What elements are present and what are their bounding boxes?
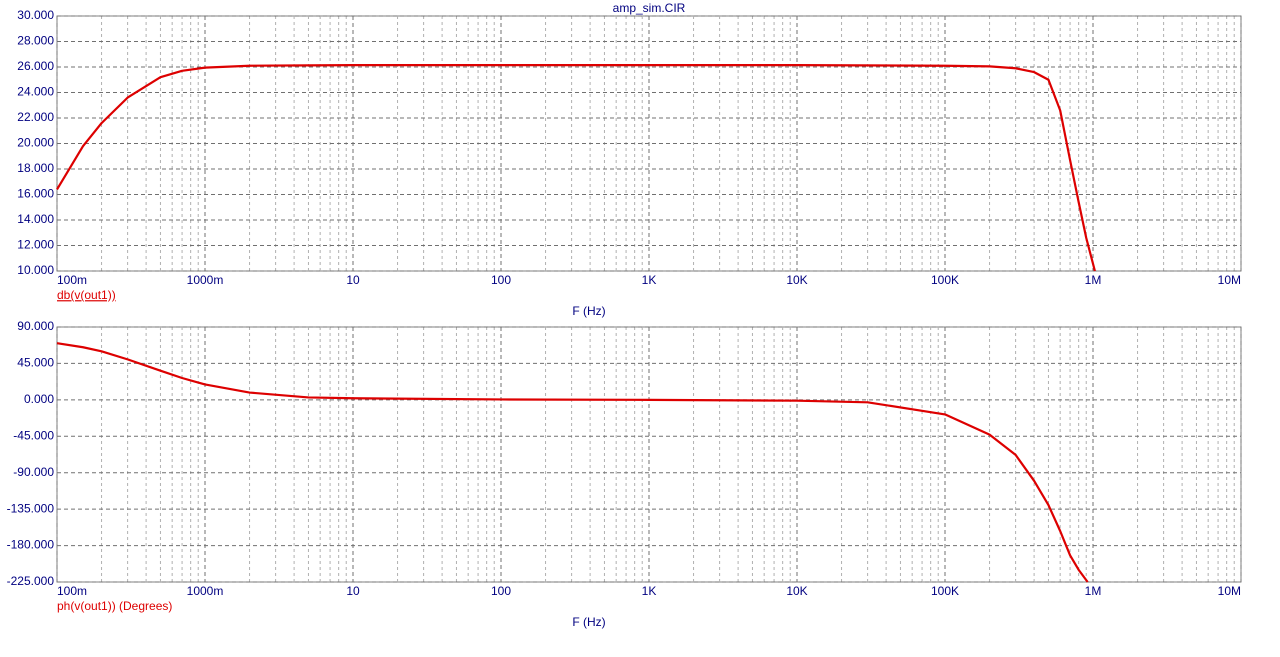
y-tick-label: 10.000	[17, 263, 54, 277]
y-tick-label: 14.000	[17, 212, 54, 226]
x-tick-label: 100m	[57, 273, 87, 287]
y-tick-label: 0.000	[24, 392, 54, 406]
x-tick-label: 10M	[1218, 584, 1241, 598]
y-tick-label: -225.000	[7, 574, 55, 588]
x-tick-label: 100K	[931, 273, 959, 287]
x-axis-label: F (Hz)	[572, 304, 605, 318]
chart-title: amp_sim.CIR	[613, 1, 686, 15]
y-tick-label: -45.000	[13, 428, 54, 442]
y-tick-label: -90.000	[13, 465, 54, 479]
x-tick-label: 1M	[1085, 584, 1102, 598]
legend-label: db(v(out1))	[57, 288, 116, 302]
data-line	[56, 63, 1096, 272]
y-tick-label: 22.000	[17, 110, 54, 124]
x-tick-label: 100	[491, 584, 511, 598]
x-tick-label: 10M	[1218, 273, 1241, 287]
y-tick-label: 45.000	[17, 356, 54, 370]
y-tick-label: -135.000	[7, 501, 55, 515]
y-tick-label: 30.000	[17, 8, 54, 22]
x-tick-label: 1M	[1085, 273, 1102, 287]
x-tick-label: 100	[491, 273, 511, 287]
y-tick-label: 12.000	[17, 238, 54, 252]
y-tick-label: 24.000	[17, 85, 54, 99]
x-tick-label: 100K	[931, 584, 959, 598]
y-tick-label: 18.000	[17, 161, 54, 175]
x-tick-label: 1000m	[187, 273, 224, 287]
x-tick-label: 1000m	[187, 584, 224, 598]
x-axis-label: F (Hz)	[572, 615, 605, 629]
y-tick-label: 26.000	[17, 59, 54, 73]
x-tick-label: 10	[346, 273, 360, 287]
y-tick-label: -180.000	[7, 538, 55, 552]
x-tick-label: 1K	[642, 273, 657, 287]
data-line	[56, 342, 1089, 583]
x-tick-label: 100m	[57, 584, 87, 598]
legend-label: ph(v(out1)) (Degrees)	[57, 599, 172, 613]
x-tick-label: 1K	[642, 584, 657, 598]
y-tick-label: 16.000	[17, 187, 54, 201]
y-tick-label: 90.000	[17, 319, 54, 333]
x-tick-label: 10K	[786, 584, 807, 598]
x-tick-label: 10K	[786, 273, 807, 287]
y-tick-label: 20.000	[17, 136, 54, 150]
x-tick-label: 10	[346, 584, 360, 598]
y-tick-label: 28.000	[17, 34, 54, 48]
